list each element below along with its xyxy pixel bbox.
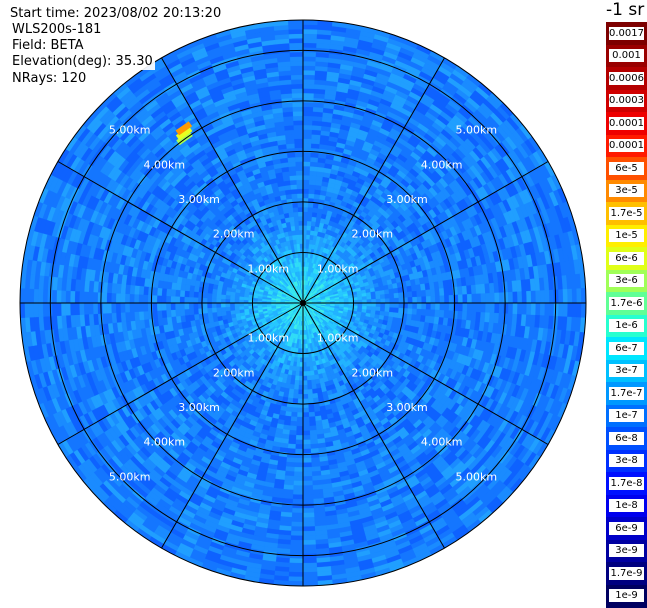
colorbar-tick-label: 1.7e-8: [609, 476, 644, 490]
range-ring-label: 1.00km: [248, 332, 290, 345]
instrument-label: WLS200s-181: [10, 22, 104, 38]
azimuth-spoke: [302, 302, 445, 549]
colorbar-tick-label: 3e-9: [609, 544, 644, 558]
radar-center: [300, 300, 306, 306]
colorbar-tick-label: 1e-5: [609, 229, 644, 243]
colorbar-tick-label: 6e-9: [609, 521, 644, 535]
hotspot-cell: [175, 126, 193, 141]
colorbar-tick-label: 0.0006: [609, 71, 644, 85]
range-ring-label: 1.00km: [248, 262, 290, 275]
colorbar-tick-label: 1.7e-9: [609, 566, 644, 580]
colorbar-tick-label: 0.0001: [609, 139, 644, 153]
colorbar-tick-label: 6e-5: [609, 161, 644, 175]
azimuth-spoke: [302, 57, 445, 304]
range-ring-label: 3.00km: [386, 401, 428, 414]
colorbar-tick-label: 1.7e-7: [609, 386, 644, 400]
azimuth-spoke: [302, 302, 549, 445]
colorbar-tick-label: 6e-7: [609, 341, 644, 355]
range-ring-label: 2.00km: [213, 228, 255, 241]
range-ring-label: 4.00km: [144, 158, 186, 171]
colorbar-units-label: -1 sr: [606, 0, 645, 20]
colorbar-tick-label: 3e-6: [609, 274, 644, 288]
colorbar-tick-label: 1.7e-5: [609, 206, 644, 220]
range-ring-label: 1.00km: [317, 332, 359, 345]
nrays-label: NRays: 120: [10, 71, 89, 87]
colorbar-tick-label: 1e-7: [609, 409, 644, 423]
range-ring-label: 5.00km: [456, 470, 498, 483]
range-ring-label: 4.00km: [421, 436, 463, 449]
range-ring-label: 3.00km: [178, 401, 220, 414]
range-ring-label: 1.00km: [317, 262, 359, 275]
range-ring-label: 4.00km: [421, 158, 463, 171]
azimuth-spoke: [161, 302, 304, 549]
elevation-label: Elevation(deg): 35.30: [10, 54, 155, 70]
colorbar-tick-label: 3e-8: [609, 454, 644, 468]
range-ring-label: 5.00km: [109, 470, 151, 483]
range-ring-label: 3.00km: [178, 193, 220, 206]
colorbar-tick-label: 6e-8: [609, 431, 644, 445]
colorbar-tick-label: 0.0017: [609, 26, 644, 40]
range-ring-label: 2.00km: [213, 366, 255, 379]
colorbar-tick-label: 3e-7: [609, 364, 644, 378]
colorbar: 0.0017 0.001 0.0006 0.0003 0.00017 0.0001 6e-5…: [606, 22, 647, 608]
azimuth-spoke: [57, 302, 304, 445]
colorbar-tick-label: 0.00017: [609, 116, 644, 130]
ppi-data-cells: [19, 19, 587, 587]
range-ring-label: 4.00km: [144, 436, 186, 449]
range-ring-label: 2.00km: [352, 228, 394, 241]
colorbar-tick-label: 3e-5: [609, 184, 644, 198]
range-ring-label: 2.00km: [352, 366, 394, 379]
start-time-label: Start time: 2023/08/02 20:13:20: [8, 6, 224, 22]
colorbar-tick-label: 6e-6: [609, 251, 644, 265]
colorbar-tick-label: 0.0003: [609, 94, 644, 108]
colorbar-tick-label: 1e-9: [609, 589, 644, 603]
colorbar-tick-label: 1.7e-6: [609, 296, 644, 310]
range-ring-label: 3.00km: [386, 193, 428, 206]
azimuth-spoke: [302, 161, 549, 304]
azimuth-spoke: [161, 57, 304, 304]
colorbar-tick-label: 1e-8: [609, 499, 644, 513]
field-label: Field: BETA: [10, 38, 86, 54]
range-ring-label: 5.00km: [109, 124, 151, 137]
range-ring-label: 5.00km: [456, 124, 498, 137]
colorbar-tick-label: 1e-6: [609, 319, 644, 333]
azimuth-spoke: [57, 161, 304, 304]
colorbar-tick-label: 0.001: [609, 49, 644, 63]
hotspot-cell: [175, 121, 193, 136]
